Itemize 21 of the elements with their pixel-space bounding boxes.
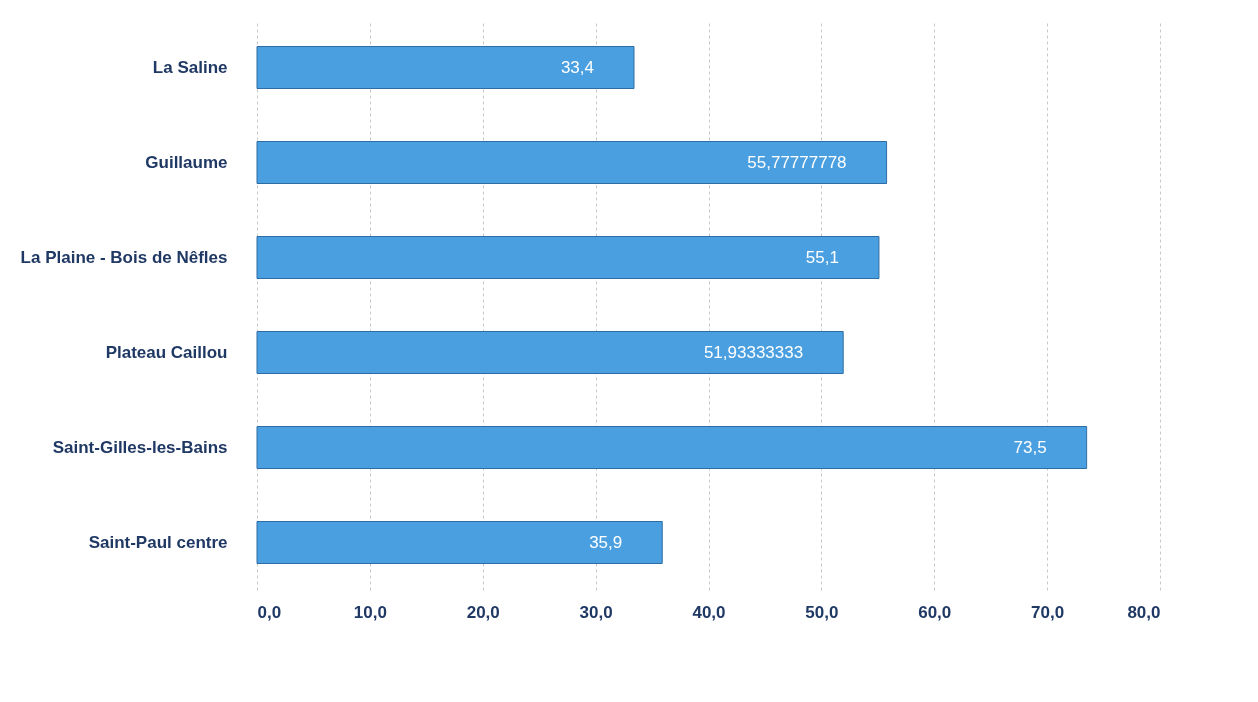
x-tick-label: 0,0 [257, 602, 282, 622]
y-tick-label: Saint-Paul centre [88, 532, 228, 552]
data-label: 55,1 [805, 247, 839, 267]
data-label: 33,4 [560, 57, 594, 77]
x-tick-label: 80,0 [1127, 602, 1161, 622]
data-label: 73,5 [1013, 437, 1047, 457]
x-tick-label: 30,0 [579, 602, 613, 622]
data-label: 35,9 [589, 532, 623, 552]
x-tick-label: 40,0 [692, 602, 726, 622]
x-tick-label: 20,0 [466, 602, 500, 622]
y-tick-label: Plateau Caillou [105, 342, 228, 362]
data-label: 55,77777778 [747, 152, 847, 172]
x-tick-label: 60,0 [918, 602, 952, 622]
y-tick-label: La Saline [152, 57, 228, 77]
y-tick-label: Saint-Gilles-les-Bains [52, 437, 228, 457]
data-label: 51,93333333 [703, 342, 804, 362]
x-tick-label: 50,0 [805, 602, 839, 622]
x-tick-label: 70,0 [1031, 602, 1065, 622]
y-tick-label: La Plaine - Bois de Nêfles [20, 247, 228, 267]
y-tick-label: Guillaume [145, 152, 228, 172]
x-tick-label: 10,0 [353, 602, 387, 622]
